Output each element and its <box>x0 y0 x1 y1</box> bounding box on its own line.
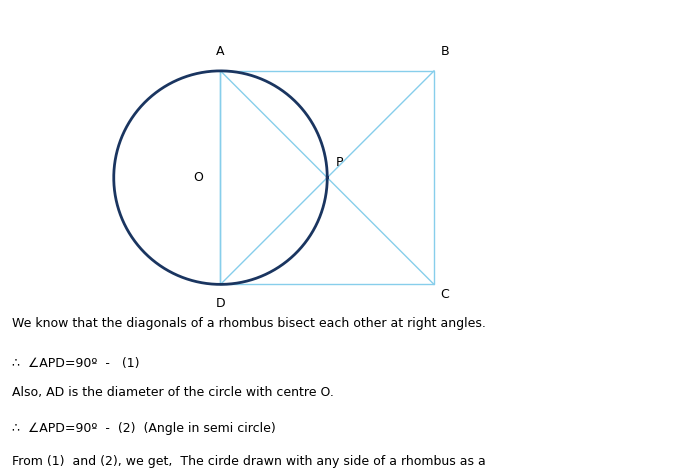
Text: C: C <box>441 288 449 301</box>
Text: ∴  ∠APD=90º  -   (1): ∴ ∠APD=90º - (1) <box>12 357 140 370</box>
Text: A: A <box>217 45 225 58</box>
Text: B: B <box>441 45 449 58</box>
Text: O: O <box>193 171 204 184</box>
Text: From (1)  and (2), we get,  The cirde drawn with any side of a rhombus as a: From (1) and (2), we get, The cirde draw… <box>12 455 486 468</box>
Text: We know that the diagonals of a rhombus bisect each other at right angles.: We know that the diagonals of a rhombus … <box>12 317 486 330</box>
Text: D: D <box>216 297 225 310</box>
Text: ∴  ∠APD=90º  -  (2)  (Angle in semi circle): ∴ ∠APD=90º - (2) (Angle in semi circle) <box>12 422 276 435</box>
Text: P: P <box>336 156 343 169</box>
Text: Also, AD is the diameter of the circle with centre O.: Also, AD is the diameter of the circle w… <box>12 386 334 399</box>
